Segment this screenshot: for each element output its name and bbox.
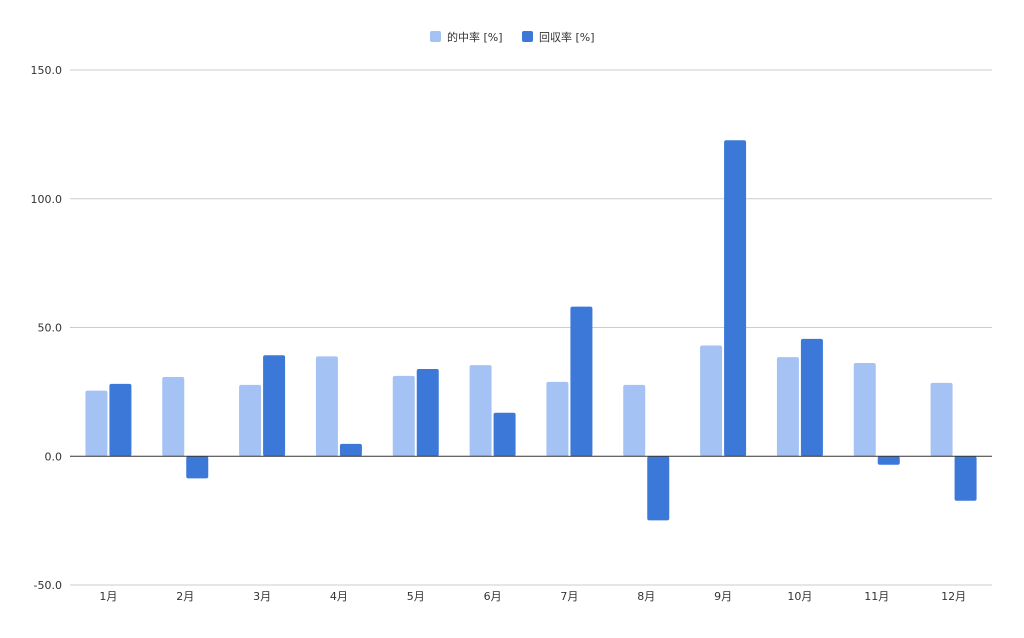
gridlines bbox=[70, 69, 992, 586]
bar-return-rate-6 bbox=[493, 412, 516, 457]
bar-return-rate-1 bbox=[109, 383, 132, 457]
y-tick-label: 50.0 bbox=[38, 322, 63, 335]
legend-label: 的中率 [%] bbox=[447, 30, 503, 44]
x-tick-label: 12月 bbox=[941, 590, 966, 603]
x-tick-label: 11月 bbox=[864, 590, 889, 603]
legend-swatch bbox=[522, 31, 533, 42]
bar-hit-rate-7 bbox=[546, 381, 569, 457]
x-tick-label: 5月 bbox=[407, 590, 425, 603]
y-tick-label: 150.0 bbox=[31, 64, 63, 77]
legend-label: 回収率 [%] bbox=[539, 30, 595, 44]
bar-return-rate-4 bbox=[339, 443, 362, 457]
bar-return-rate-7 bbox=[570, 306, 593, 457]
x-tick-label: 9月 bbox=[714, 590, 732, 603]
x-tick-label: 1月 bbox=[99, 590, 117, 603]
legend-swatch bbox=[430, 31, 441, 42]
bar-hit-rate-8 bbox=[623, 384, 646, 457]
bar-hit-rate-5 bbox=[392, 375, 415, 457]
bar-return-rate-3 bbox=[263, 355, 286, 457]
x-tick-label: 2月 bbox=[176, 590, 194, 603]
bar-hit-rate-9 bbox=[700, 345, 723, 457]
x-tick-label: 7月 bbox=[560, 590, 578, 603]
bar-hit-rate-11 bbox=[853, 363, 876, 457]
bar-hit-rate-3 bbox=[239, 384, 262, 457]
y-tick-label: 100.0 bbox=[31, 193, 63, 206]
bar-return-rate-11 bbox=[877, 456, 900, 465]
x-tick-label: 8月 bbox=[637, 590, 655, 603]
y-tick-label: -50.0 bbox=[34, 579, 62, 592]
bar-hit-rate-2 bbox=[162, 376, 185, 457]
bar-hit-rate-12 bbox=[930, 382, 953, 457]
bar-hit-rate-1 bbox=[85, 390, 108, 457]
x-axis-ticks: 1月 2月 3月 4月 5月 6月 7月 8月 9月 10月 11月 12月 bbox=[99, 590, 966, 603]
bar-return-rate-5 bbox=[416, 368, 439, 457]
x-tick-label: 4月 bbox=[330, 590, 348, 603]
y-axis-ticks: -50.0 0.0 50.0 100.0 150.0 bbox=[31, 64, 63, 592]
x-tick-label: 3月 bbox=[253, 590, 271, 603]
bar-hit-rate-10 bbox=[776, 357, 799, 457]
legend: 的中率 [%] 回収率 [%] bbox=[430, 30, 595, 44]
bars bbox=[85, 140, 977, 521]
x-tick-label: 10月 bbox=[787, 590, 812, 603]
bar-return-rate-10 bbox=[800, 338, 823, 457]
bar-return-rate-9 bbox=[724, 140, 747, 457]
bar-hit-rate-4 bbox=[315, 356, 338, 457]
x-tick-label: 6月 bbox=[484, 590, 502, 603]
y-tick-label: 0.0 bbox=[45, 450, 63, 463]
bar-return-rate-12 bbox=[954, 456, 977, 501]
bar-return-rate-8 bbox=[647, 456, 670, 521]
bar-hit-rate-6 bbox=[469, 365, 492, 457]
bar-return-rate-2 bbox=[186, 456, 209, 479]
